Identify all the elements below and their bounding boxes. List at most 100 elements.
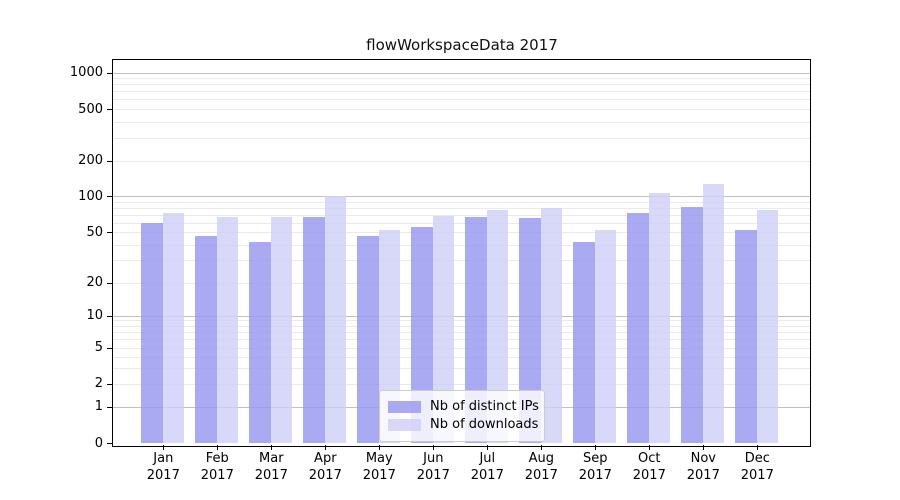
bar-ips-Mar (249, 241, 271, 443)
bar-downloads-Dec (756, 210, 779, 443)
y-axis-tick-label: 5 (94, 340, 103, 356)
x-tick-mark (432, 445, 434, 450)
bar-ips-Jan (141, 222, 163, 443)
gridline-minor (112, 78, 810, 80)
bar-downloads-Jun (432, 216, 455, 443)
y-axis-tick-label: 1000 (69, 65, 103, 81)
bar-downloads-Apr (324, 196, 347, 443)
x-axis-tick-label: May 2017 (352, 450, 406, 484)
bar-ips-Aug (519, 217, 541, 443)
gridline-minor (112, 121, 810, 123)
legend-swatch (388, 418, 421, 431)
chart-title: flowWorkspaceData 2017 (366, 36, 558, 54)
y-tick-mark (107, 347, 112, 349)
y-tick-mark (107, 282, 112, 284)
gridline-minor (112, 320, 810, 322)
gridline-major (112, 315, 810, 317)
gridline-major (112, 196, 810, 198)
legend-label: Nb of downloads (430, 417, 539, 432)
x-tick-year: 2017 (632, 467, 666, 483)
x-tick-year: 2017 (200, 467, 234, 483)
y-tick-mark (107, 232, 112, 234)
x-tick-year: 2017 (362, 467, 396, 483)
x-tick-mark (162, 445, 164, 450)
bar-ips-May (357, 235, 379, 443)
x-tick-month: Nov (690, 450, 716, 466)
bar-ips-Oct (627, 212, 649, 443)
x-axis-tick-label: Nov 2017 (676, 450, 730, 484)
legend-swatch (388, 400, 421, 413)
legend-row: Nb of distinct IPs (388, 398, 539, 415)
bar-ips-Jun (411, 227, 433, 443)
gridline-minor (112, 260, 810, 262)
bar-downloads-Oct (648, 192, 671, 443)
x-tick-mark (594, 445, 596, 450)
bar-downloads-Jul (486, 209, 509, 443)
x-axis-tick-label: Apr 2017 (298, 450, 352, 484)
legend-label: Nb of distinct IPs (430, 399, 539, 414)
bar-ips-Feb (195, 235, 217, 443)
x-tick-month: Aug (528, 450, 554, 466)
gridline-minor (112, 137, 810, 139)
gridline-major (112, 72, 810, 74)
x-tick-year: 2017 (686, 467, 720, 483)
y-tick-mark (107, 406, 112, 408)
y-axis-tick-label: 10 (86, 308, 103, 323)
gridline-minor (112, 222, 810, 224)
y-axis-tick-label: 500 (78, 101, 103, 117)
gridline-minor (112, 109, 810, 110)
gridline-minor (112, 383, 810, 385)
x-tick-mark (702, 445, 704, 450)
x-axis-tick-label: Jun 2017 (406, 450, 460, 484)
gridline-minor (112, 99, 810, 101)
bar-downloads-Mar (270, 216, 293, 443)
x-tick-month: Jan (153, 450, 174, 466)
x-tick-month: Sep (583, 450, 608, 466)
x-tick-month: Dec (744, 450, 770, 466)
gridline-minor (112, 367, 810, 369)
bar-ips-Sep (573, 241, 595, 443)
x-axis-tick-label: Sep 2017 (568, 450, 622, 484)
x-tick-mark (540, 445, 542, 450)
x-tick-mark (756, 445, 758, 450)
y-tick-mark (107, 315, 112, 317)
x-axis-tick-label: Aug 2017 (514, 450, 568, 484)
x-tick-year: 2017 (470, 467, 504, 483)
y-tick-mark (107, 196, 112, 198)
x-tick-month: Apr (314, 450, 337, 466)
gridline-minor (112, 339, 810, 341)
x-tick-mark (648, 445, 650, 450)
bar-downloads-Jan (162, 212, 185, 443)
x-tick-month: Feb (205, 450, 229, 466)
gridline-minor (112, 214, 810, 216)
y-tick-mark (107, 383, 112, 385)
x-tick-year: 2017 (146, 467, 180, 483)
x-tick-mark (378, 445, 380, 450)
x-tick-month: Jun (423, 450, 444, 466)
bar-ips-Dec (735, 230, 757, 443)
gridline-minor (112, 347, 810, 349)
y-tick-mark (107, 443, 112, 445)
gridline-minor (112, 356, 810, 358)
gridline-minor (112, 232, 810, 234)
x-tick-month: Oct (638, 450, 661, 466)
gridline-minor (112, 91, 810, 93)
x-tick-month: Mar (259, 450, 284, 466)
bar-ips-Nov (681, 206, 703, 443)
gridline-minor (112, 332, 810, 334)
x-tick-year: 2017 (416, 467, 450, 483)
x-tick-year: 2017 (308, 467, 342, 483)
x-axis-tick-label: Dec 2017 (730, 450, 784, 484)
x-axis-tick-label: Feb 2017 (190, 450, 244, 484)
gridline-minor (112, 207, 810, 209)
gridline-minor (112, 325, 810, 327)
legend-row: Nb of downloads (388, 416, 539, 433)
bar-downloads-Aug (540, 207, 563, 443)
x-tick-year: 2017 (524, 467, 558, 483)
x-tick-year: 2017 (578, 467, 612, 483)
gridline-minor (112, 201, 810, 203)
y-axis-tick-label: 1 (94, 399, 103, 415)
x-axis-tick-label: Oct 2017 (622, 450, 676, 484)
legend: Nb of distinct IPs Nb of downloads (379, 390, 545, 442)
